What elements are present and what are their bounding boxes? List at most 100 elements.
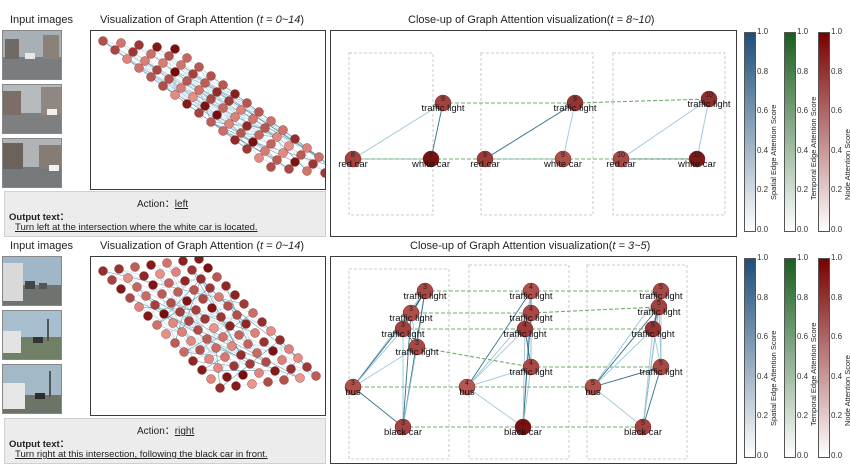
closeup-node-number: 4 [529, 360, 533, 367]
overview-node [266, 139, 276, 149]
overview-edge [224, 356, 285, 381]
overview-node [152, 320, 162, 330]
overview-node [180, 276, 190, 286]
spatial-edge [642, 328, 654, 428]
overview-edge [118, 268, 185, 353]
output-box: Action：left Output text： Turn left at th… [4, 191, 326, 237]
overview-node [254, 107, 264, 117]
overview-edge [174, 71, 224, 86]
action-value-2: right [174, 426, 195, 437]
overview-node [220, 352, 230, 362]
output-text: Turn left at the intersection where the … [15, 222, 258, 233]
overview-node [194, 85, 204, 95]
closeup-node-circle [634, 418, 652, 436]
overview-edge [252, 141, 332, 167]
overview-node [247, 379, 257, 389]
colorbar-tick: 0.2 [831, 411, 843, 421]
overview-node [114, 264, 124, 274]
closeup-node-number: 9 [483, 152, 487, 159]
input-image-4 [2, 256, 62, 306]
overview-node [179, 347, 189, 357]
overview-node [159, 309, 169, 319]
colorbar-tick: 0.8 [757, 66, 769, 76]
overview-node [230, 112, 240, 122]
overview-edge [235, 379, 285, 387]
input-image-1 [2, 30, 62, 80]
overview-node [123, 273, 133, 283]
spatial-edge [592, 386, 644, 428]
closeup-node-circle [612, 150, 630, 168]
overview-node [140, 56, 150, 66]
overview-node [218, 103, 228, 113]
closeup-node-circle [514, 418, 532, 436]
closeup-node-circle [650, 298, 668, 316]
colorbar-tick: 0.6 [757, 106, 769, 116]
overview-node [130, 262, 140, 272]
overview-node [207, 303, 217, 313]
overview-node [191, 305, 201, 315]
overview-node [243, 339, 253, 349]
overview-node [152, 65, 162, 75]
overview-node [107, 275, 117, 285]
closeup-node-number: 10 [705, 92, 713, 99]
output-text-2: Turn right at this intersection, followi… [15, 449, 268, 460]
spatial-edge [352, 102, 444, 160]
closeup-node-circle [566, 94, 584, 112]
overview-node [296, 150, 306, 160]
closeup-node-label: white car [543, 159, 582, 170]
closeup-node-number: 9 [561, 152, 565, 159]
overview-node [122, 54, 132, 64]
closeup-node-number: 3 [351, 380, 355, 387]
overview-node [116, 38, 126, 48]
overview-node [302, 166, 312, 176]
overview-node [206, 94, 216, 104]
spatial-edge [696, 98, 710, 160]
overview-edge [138, 306, 263, 323]
overview-node [230, 89, 240, 99]
closeup-node-label: traffic light [381, 329, 424, 340]
overview-node [284, 164, 294, 174]
closeup-node-circle [522, 358, 540, 376]
closeup-node-number: 9 [441, 96, 445, 103]
closeup-node-label: traffic light [509, 313, 552, 324]
closeup-node-number: 5 [641, 420, 645, 427]
colorbar-tick: 0.0 [831, 451, 843, 460]
temporal-edge [530, 306, 660, 314]
closeup-node-label: traffic light [687, 99, 730, 110]
closeup-node-number: 8 [351, 152, 355, 159]
overview-node [259, 337, 269, 347]
overview-node [254, 153, 264, 163]
colorbar-tick: 1.0 [757, 253, 769, 262]
input-image-3 [2, 138, 62, 188]
overview-node [215, 383, 225, 393]
overview-node [196, 274, 206, 284]
overview-node [230, 290, 240, 300]
overview-node [200, 101, 210, 111]
vis-title-2: Visualization of Graph Attention (t = 0~… [100, 240, 305, 252]
overview-node [143, 311, 153, 321]
overview-node [202, 334, 212, 344]
overview-node [290, 134, 300, 144]
overview-node [295, 373, 305, 383]
output-label-2: Output text： [9, 439, 70, 450]
graph-attention-overview [90, 30, 348, 190]
colorbar-tick: 0.0 [831, 225, 843, 234]
colorbar-tick: 0.8 [757, 292, 769, 302]
overview-edge [172, 307, 213, 324]
closeup-node-circle [516, 320, 534, 338]
overview-node [146, 72, 156, 82]
overview-node [212, 87, 222, 97]
overview-node [203, 263, 213, 273]
closeup-title-2: Close-up of Graph Attention visualizatio… [410, 240, 651, 252]
overview-edge [174, 342, 210, 360]
closeup-node-circle [458, 378, 476, 396]
